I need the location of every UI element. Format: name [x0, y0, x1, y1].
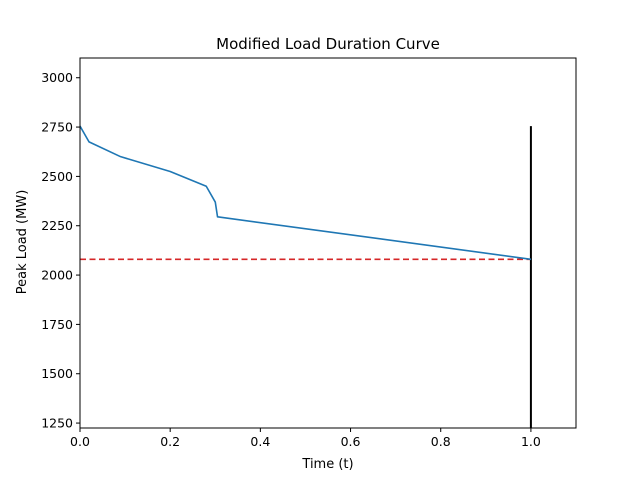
load-duration-series-line [79, 125, 532, 261]
x-axis-label: Time (t) [301, 457, 353, 472]
y-tick-label: 2250 [41, 218, 73, 233]
y-tick-label: 2750 [41, 120, 73, 135]
axes-frame [79, 57, 577, 429]
y-tick-label: 2500 [41, 169, 73, 184]
y-axis-label: Peak Load (MW) [15, 190, 30, 295]
y-tick-label: 3000 [41, 70, 73, 85]
y-tick-label: 1250 [41, 416, 73, 431]
x-tick-label: 0.6 [341, 434, 361, 449]
y-axis: 1250 1500 1750 2000 2250 2500 2750 3000 [41, 70, 80, 431]
chart-title: Modified Load Duration Curve [216, 35, 440, 53]
y-tick-label: 1750 [41, 317, 73, 332]
x-tick-label: 0.4 [250, 434, 270, 449]
x-tick-label: 0.0 [70, 434, 90, 449]
y-tick-label: 1500 [41, 366, 73, 381]
y-tick-label: 2000 [41, 268, 73, 283]
x-tick-label: 0.8 [431, 434, 451, 449]
plot-area [79, 125, 532, 428]
x-tick-label: 1.0 [521, 434, 541, 449]
x-axis: 0.0 0.2 0.4 0.6 0.8 1.0 [70, 428, 541, 449]
x-tick-label: 0.2 [160, 434, 180, 449]
